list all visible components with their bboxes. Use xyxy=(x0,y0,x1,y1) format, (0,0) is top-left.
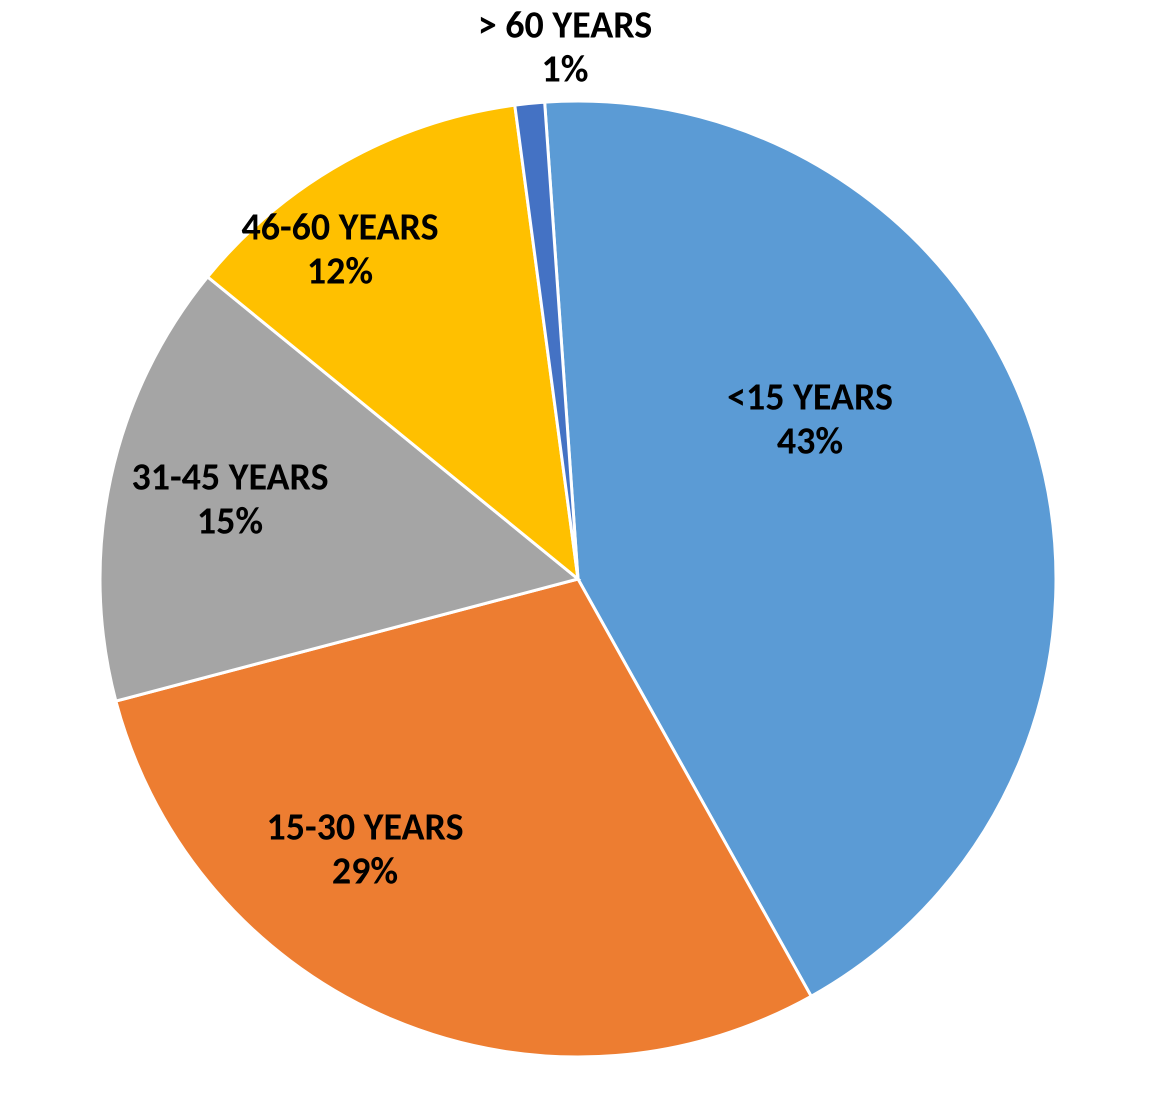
slice-category-text: > 60 YEARS xyxy=(478,4,652,48)
slice-percent-text: 12% xyxy=(241,250,438,294)
pie-chart-svg xyxy=(0,0,1157,1098)
slice-category-text: 31-45 YEARS xyxy=(131,456,328,500)
pie-slice-label: 31-45 YEARS15% xyxy=(131,456,328,543)
pie-slice-label: 46-60 YEARS12% xyxy=(241,206,438,293)
slice-category-text: <15 YEARS xyxy=(727,376,893,420)
slice-category-text: 46-60 YEARS xyxy=(241,206,438,250)
slice-percent-text: 29% xyxy=(266,850,463,894)
slice-percent-text: 43% xyxy=(727,420,893,464)
pie-slice-label: 15-30 YEARS29% xyxy=(266,806,463,893)
pie-slice-label: > 60 YEARS1% xyxy=(478,4,652,91)
slice-percent-text: 15% xyxy=(131,500,328,544)
pie-slice-label: <15 YEARS43% xyxy=(727,376,893,463)
slice-category-text: 15-30 YEARS xyxy=(266,806,463,850)
slice-percent-text: 1% xyxy=(478,48,652,92)
pie-chart-container: <15 YEARS43% 15-30 YEARS29% 31-45 YEARS15%… xyxy=(0,0,1157,1098)
